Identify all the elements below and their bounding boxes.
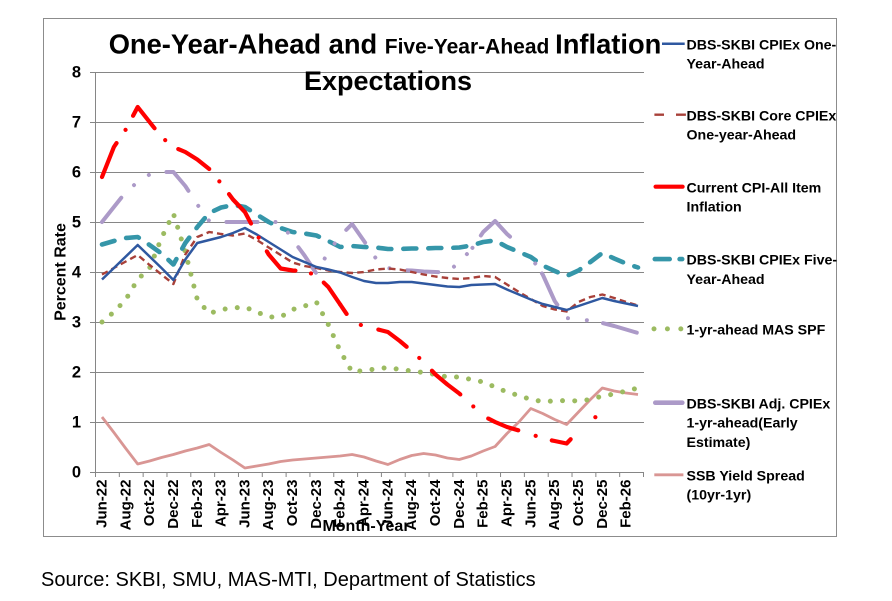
svg-text:Month-Year: Month-Year: [322, 518, 409, 535]
svg-text:DBS-SKBI CPIEx Five-: DBS-SKBI CPIEx Five-: [687, 253, 838, 269]
svg-text:7: 7: [72, 114, 81, 132]
svg-text:Dec-23: Dec-23: [308, 480, 325, 529]
svg-text:6: 6: [72, 164, 81, 182]
svg-text:One-Year-Ahead and Five-Year-A: One-Year-Ahead and Five-Year-Ahead Infla…: [109, 29, 662, 60]
svg-text:Percent Rate: Percent Rate: [53, 223, 70, 321]
svg-text:Current CPI-All Item: Current CPI-All Item: [687, 180, 822, 196]
svg-text:SSB Yield Spread: SSB Yield Spread: [687, 468, 805, 484]
svg-text:8: 8: [72, 64, 81, 82]
svg-text:Expectations: Expectations: [304, 66, 472, 96]
svg-text:Dec-22: Dec-22: [165, 480, 182, 529]
svg-text:Apr-23: Apr-23: [213, 480, 230, 528]
svg-text:Aug-25: Aug-25: [546, 480, 563, 531]
svg-text:DBS-SKBI Adj. CPIEx: DBS-SKBI Adj. CPIEx: [687, 396, 831, 412]
svg-text:Jun-24: Jun-24: [379, 479, 396, 528]
svg-text:Jun-23: Jun-23: [236, 480, 253, 528]
svg-text:Dec-25: Dec-25: [594, 480, 611, 529]
svg-text:Feb-23: Feb-23: [189, 480, 206, 528]
svg-text:5: 5: [72, 214, 81, 232]
svg-text:2: 2: [72, 364, 81, 382]
svg-text:Feb-26: Feb-26: [618, 480, 635, 528]
svg-text:Jun-22: Jun-22: [94, 480, 111, 528]
svg-text:Oct-22: Oct-22: [141, 480, 158, 527]
svg-text:4: 4: [72, 264, 82, 282]
svg-text:Aug-23: Aug-23: [260, 480, 277, 531]
svg-text:Feb-24: Feb-24: [332, 479, 349, 528]
svg-text:Oct-24: Oct-24: [427, 479, 444, 526]
svg-text:Apr-24: Apr-24: [356, 479, 373, 527]
svg-text:1-yr-ahead MAS SPF: 1-yr-ahead MAS SPF: [687, 323, 826, 339]
svg-text:(10yr-1yr): (10yr-1yr): [687, 488, 752, 504]
svg-text:Aug-22: Aug-22: [117, 480, 134, 531]
svg-text:1: 1: [72, 414, 81, 432]
svg-text:DBS-SKBI CPIEx One-: DBS-SKBI CPIEx One-: [687, 37, 837, 53]
svg-text:Estimate): Estimate): [687, 435, 751, 451]
svg-text:Oct-25: Oct-25: [570, 480, 587, 527]
svg-text:1-yr-ahead(Early: 1-yr-ahead(Early: [687, 416, 798, 432]
svg-text:Apr-25: Apr-25: [499, 480, 516, 528]
svg-text:Feb-25: Feb-25: [475, 480, 492, 528]
svg-text:Year-Ahead: Year-Ahead: [687, 57, 765, 73]
svg-text:Year-Ahead: Year-Ahead: [687, 272, 765, 288]
svg-text:Jun-25: Jun-25: [522, 480, 539, 528]
svg-text:Dec-24: Dec-24: [451, 479, 468, 529]
svg-text:0: 0: [72, 464, 81, 482]
svg-text:Oct-23: Oct-23: [284, 480, 301, 527]
svg-text:DBS-SKBI Core CPIEx: DBS-SKBI Core CPIEx: [687, 108, 837, 124]
svg-text:Aug-24: Aug-24: [403, 479, 420, 530]
svg-text:3: 3: [72, 314, 81, 332]
svg-text:Source: SKBI, SMU, MAS-MTI, De: Source: SKBI, SMU, MAS-MTI, Department o…: [41, 569, 536, 591]
svg-text:One-year-Ahead: One-year-Ahead: [687, 128, 797, 144]
svg-text:Inflation: Inflation: [687, 200, 742, 216]
